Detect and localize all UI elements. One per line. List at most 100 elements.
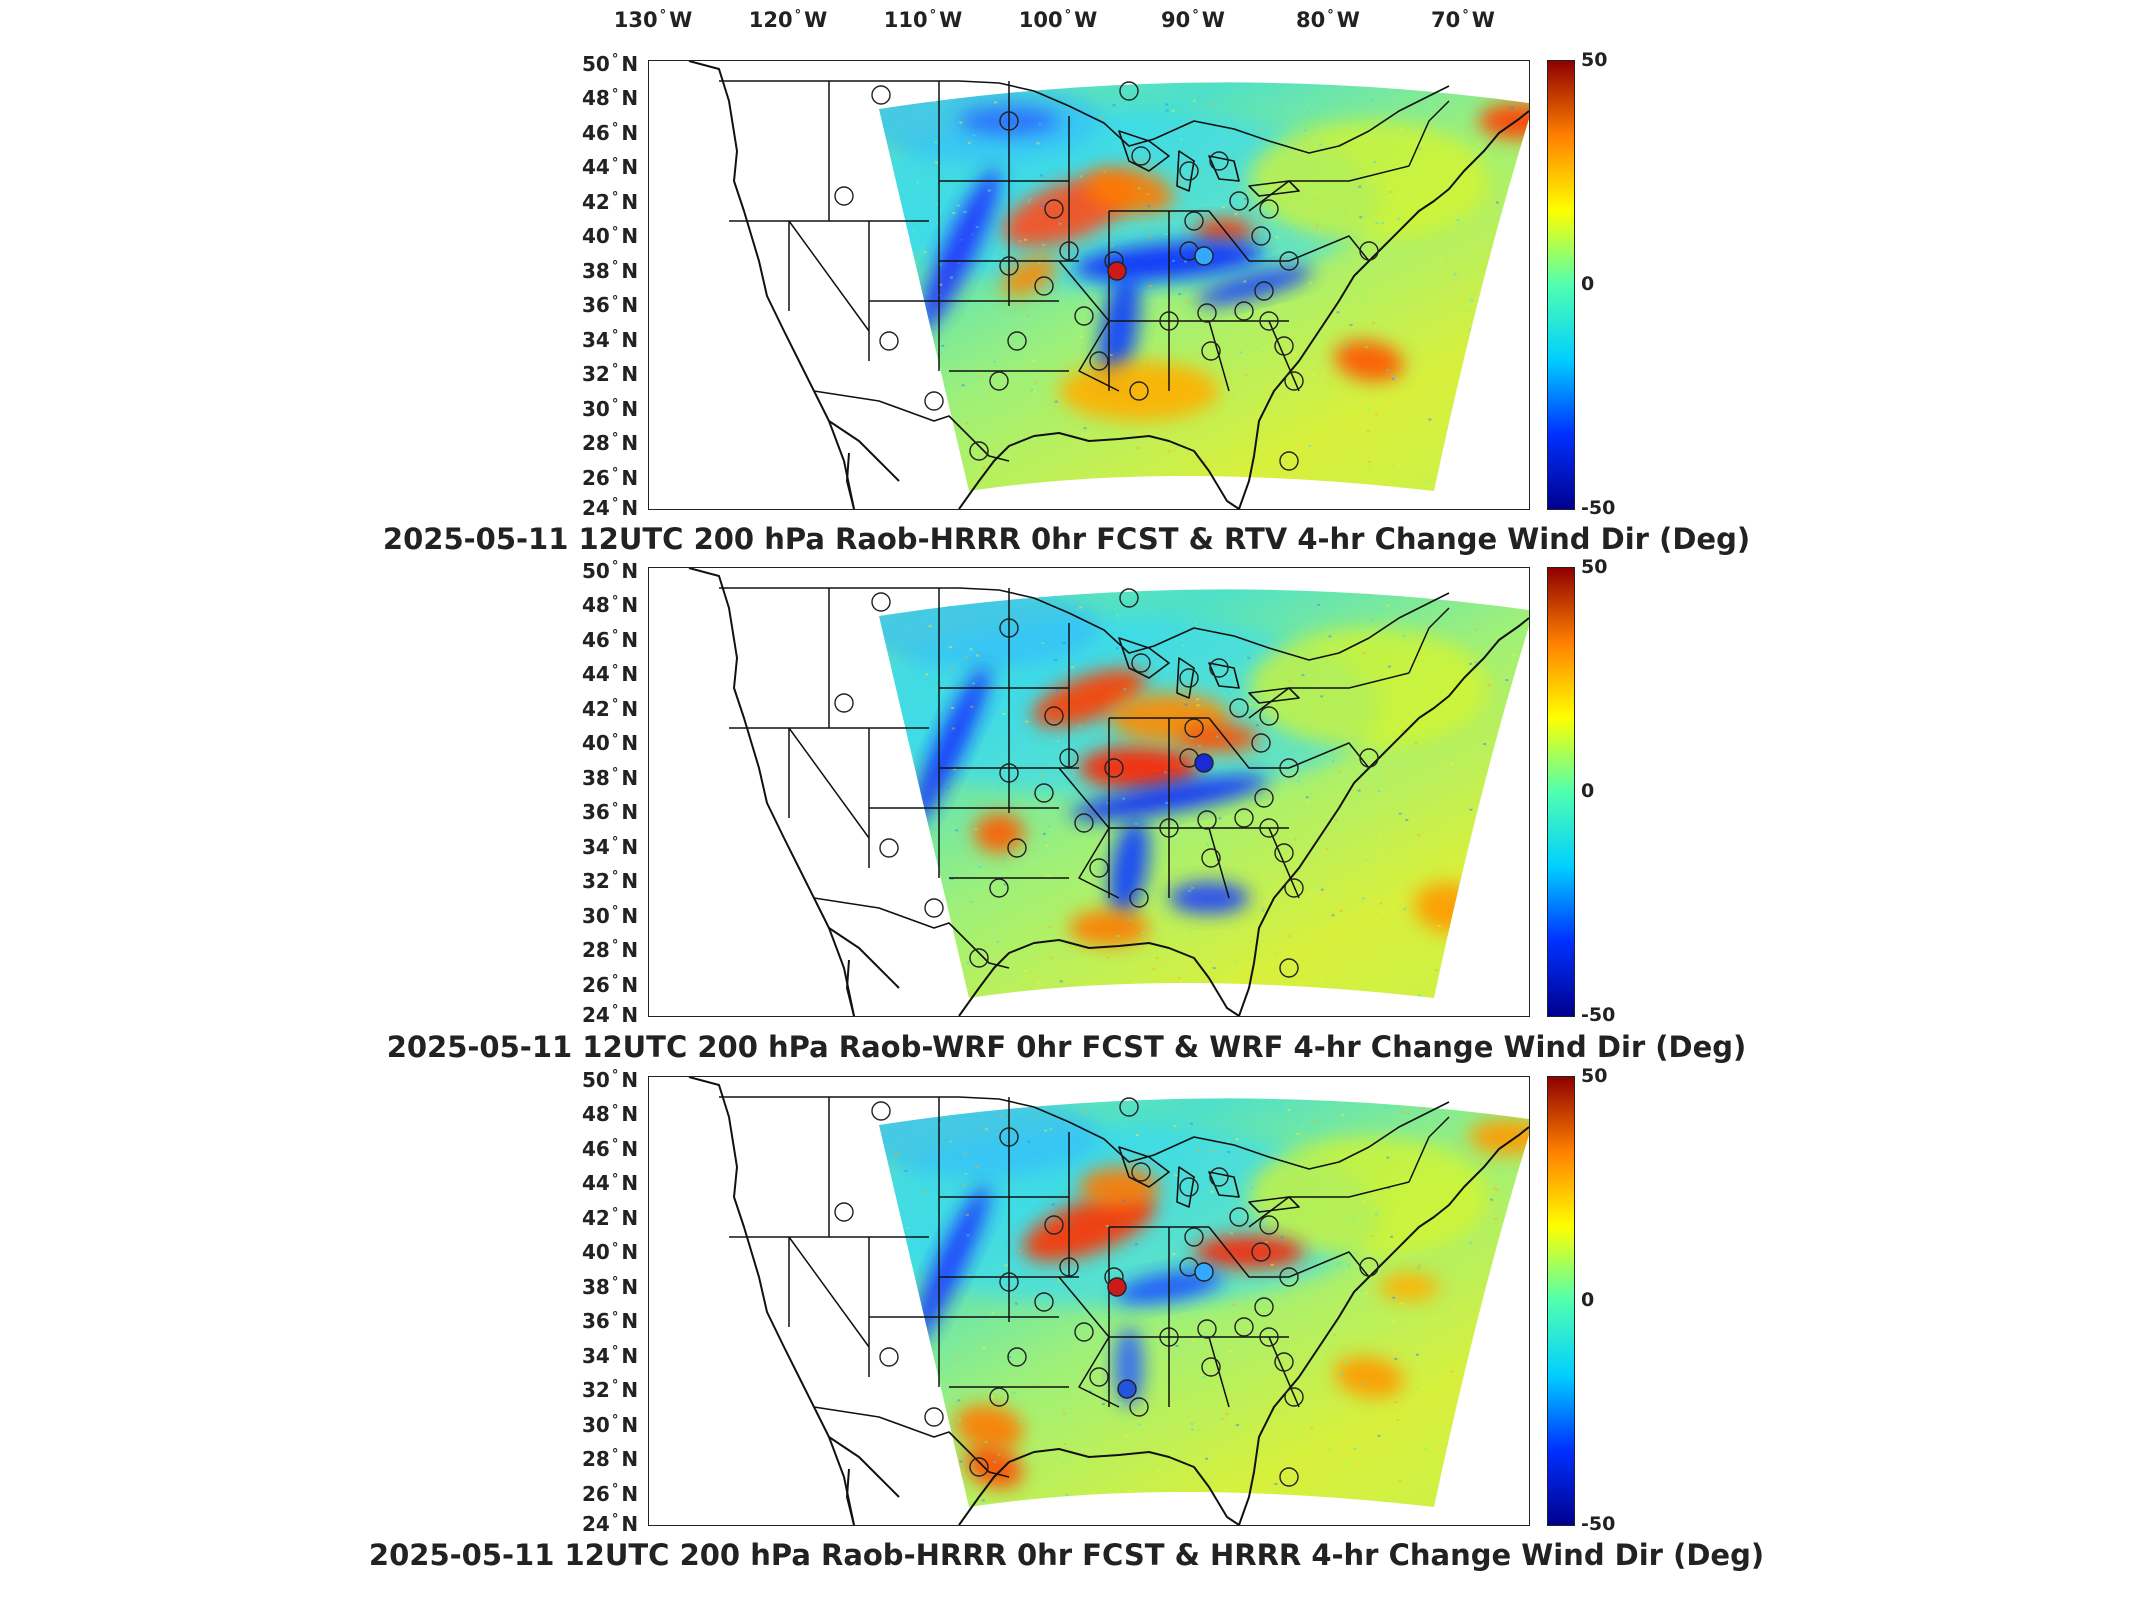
raob-station-marker	[1089, 351, 1109, 371]
latitude-direction: N	[621, 662, 639, 687]
raob-station-marker	[924, 1407, 944, 1427]
latitude-value: 48	[582, 593, 610, 618]
latitude-direction: N	[621, 1068, 639, 1092]
raob-station-marker	[1359, 241, 1379, 261]
colorbar-tick-label: 0	[1581, 273, 1595, 295]
latitude-direction: N	[621, 189, 639, 214]
latitude-direction: N	[621, 1102, 639, 1127]
raob-stations	[834, 81, 1379, 471]
latitude-direction: N	[621, 800, 639, 825]
raob-station-marker	[1259, 1327, 1279, 1347]
degree-symbol: °	[611, 1068, 619, 1084]
raob-station-marker	[1201, 1357, 1221, 1377]
raob-station-marker	[1129, 1397, 1149, 1417]
longitude-label: 100 ° W	[1019, 8, 1098, 32]
degree-symbol: °	[611, 396, 619, 412]
raob-station-marker	[1229, 698, 1249, 718]
latitude-direction: N	[621, 1412, 639, 1437]
latitude-value: 24	[582, 1512, 610, 1536]
panel-title: 2025-05-11 12UTC 200 hPa Raob-HRRR 0hr F…	[382, 522, 1751, 556]
latitude-value: 34	[582, 1343, 610, 1368]
raob-station-marker	[1201, 341, 1221, 361]
raob-station-marker	[924, 898, 944, 918]
raob-station-marker	[989, 371, 1009, 391]
degree-symbol: °	[611, 800, 619, 816]
wind-direction-field	[879, 589, 1529, 998]
colorbar-1	[1547, 60, 1575, 510]
latitude-label: 44 ° N	[582, 155, 638, 179]
raob-station-marker	[1209, 1167, 1229, 1187]
latitude-label: 34 ° N	[582, 835, 638, 859]
latitude-direction: N	[621, 593, 639, 618]
raob-station-marker	[1104, 758, 1124, 778]
raob-station-marker	[1279, 251, 1299, 271]
latitude-direction: N	[621, 1171, 639, 1196]
raob-station-marker	[989, 878, 1009, 898]
degree-symbol: °	[611, 1275, 619, 1291]
raob-station-marker	[1279, 451, 1299, 471]
latitude-direction: N	[621, 765, 639, 790]
latitude-label: 40 ° N	[582, 731, 638, 755]
degree-symbol: °	[611, 496, 619, 512]
latitude-value: 24	[582, 496, 610, 520]
latitude-label: 30 ° N	[582, 397, 638, 421]
raob-station-marker	[1044, 706, 1064, 726]
latitude-value: 34	[582, 834, 610, 859]
raob-station-marker	[1131, 1162, 1151, 1182]
latitude-direction: N	[621, 1343, 639, 1368]
raob-station-marker	[1059, 241, 1079, 261]
raob-station-value-marker	[1194, 1262, 1214, 1282]
latitude-label: 48 ° N	[582, 593, 638, 617]
longitude-value: 70	[1431, 8, 1461, 32]
raob-station-marker	[1251, 733, 1271, 753]
raob-station-marker	[1359, 748, 1379, 768]
degree-symbol: °	[611, 1171, 619, 1187]
latitude-direction: N	[621, 86, 639, 111]
degree-symbol: °	[611, 1003, 619, 1019]
raob-station-marker	[879, 1347, 899, 1367]
raob-station-marker	[1197, 810, 1217, 830]
latitude-direction: N	[621, 1481, 639, 1506]
raob-station-marker	[1259, 199, 1279, 219]
longitude-direction: W	[1336, 8, 1360, 32]
latitude-label: 36 ° N	[582, 1309, 638, 1333]
raob-station-marker	[1007, 1347, 1027, 1367]
wind-direction-map-2	[648, 567, 1530, 1017]
raob-station-marker	[999, 256, 1019, 276]
raob-station-marker	[879, 838, 899, 858]
longitude-label: 70 ° W	[1431, 8, 1495, 32]
raob-station-marker	[1184, 718, 1204, 738]
degree-symbol: °	[611, 731, 619, 747]
latitude-value: 38	[582, 258, 610, 283]
colorbar-tick-label: 0	[1581, 780, 1595, 802]
latitude-value: 48	[582, 1102, 610, 1127]
latitude-label: 46 ° N	[582, 628, 638, 652]
longitude-label: 80 ° W	[1296, 8, 1360, 32]
latitude-label: 42 ° N	[582, 697, 638, 721]
raob-station-marker	[834, 186, 854, 206]
latitude-value: 30	[582, 903, 610, 928]
raob-station-marker	[834, 1202, 854, 1222]
raob-station-marker	[1044, 199, 1064, 219]
raob-station-marker	[1284, 878, 1304, 898]
latitude-direction: N	[621, 1136, 639, 1161]
latitude-label: 40 ° N	[582, 1240, 638, 1264]
longitude-label: 90 ° W	[1161, 8, 1225, 32]
latitude-label: 44 ° N	[582, 1171, 638, 1195]
map-canvas	[688, 61, 1529, 509]
degree-symbol: °	[611, 1240, 619, 1256]
latitude-direction: N	[621, 293, 639, 318]
colorbar-3	[1547, 1076, 1575, 1526]
latitude-label: 34 ° N	[582, 1344, 638, 1368]
degree-symbol: °	[611, 972, 619, 988]
panel-title: 2025-05-11 12UTC 200 hPa Raob-WRF 0hr FC…	[386, 1030, 1747, 1064]
degree-symbol: °	[611, 52, 619, 68]
raob-station-marker	[1234, 808, 1254, 828]
latitude-value: 36	[582, 293, 610, 318]
longitude-axis: 130 ° W 120 ° W 110 ° W 100 ° W 90 ° W 80 ° W 70 ° W	[0, 0, 2133, 40]
degree-symbol: °	[611, 155, 619, 171]
degree-symbol: °	[611, 766, 619, 782]
raob-station-marker	[1229, 1207, 1249, 1227]
latitude-direction: N	[621, 1003, 639, 1027]
latitude-value: 40	[582, 1240, 610, 1265]
